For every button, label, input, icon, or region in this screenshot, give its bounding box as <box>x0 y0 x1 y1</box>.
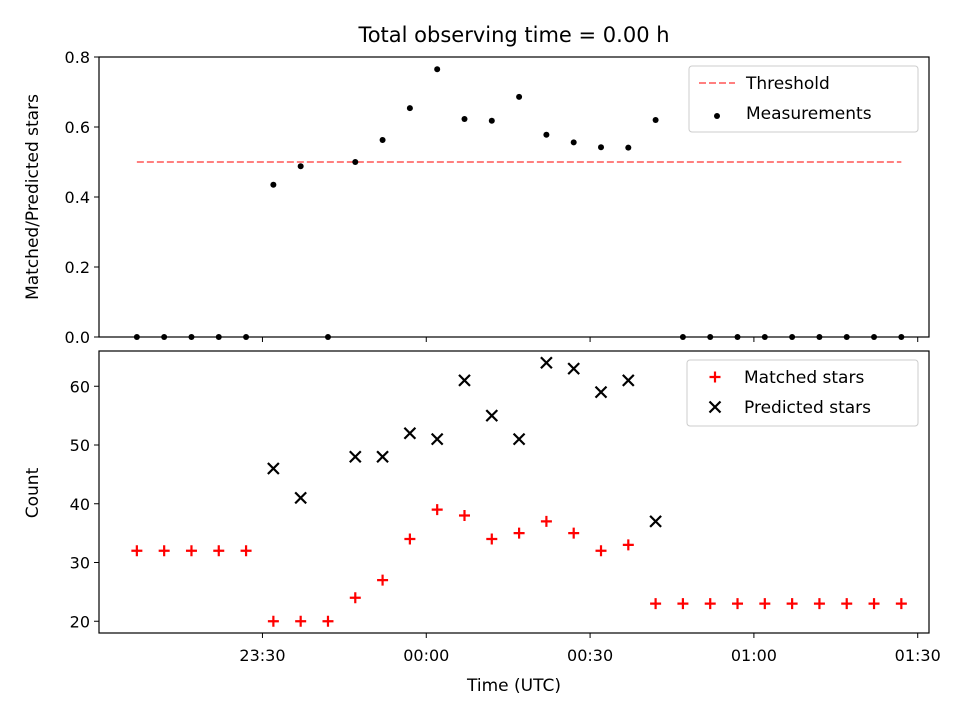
matched-stars-point <box>431 504 443 516</box>
matched-stars-point <box>458 510 470 521</box>
measurement-point <box>461 115 468 122</box>
matched-stars-point <box>295 615 307 627</box>
matched-stars-point <box>595 545 607 557</box>
x-tick-label: 00:30 <box>567 646 613 665</box>
matched-stars-point <box>568 527 580 539</box>
matched-stars-point <box>786 598 798 610</box>
measurement-point <box>488 117 495 124</box>
measurement-point <box>297 163 304 170</box>
x-tick-label: 01:00 <box>731 646 777 665</box>
measurement-point <box>570 139 577 146</box>
predicted-stars-point <box>540 356 553 370</box>
measurement-point <box>406 105 413 112</box>
top-y-axis-label: Matched/Predicted stars <box>23 94 43 300</box>
legend-matched-marker <box>709 371 721 383</box>
top-panel: Matched/Predicted stars 0.0 0.2 0.4 0.6 0.8 T… <box>23 48 930 347</box>
predicted-stars-point <box>403 426 417 440</box>
bottom-legend-box <box>686 359 919 427</box>
legend-predicted-marker <box>708 400 722 414</box>
matched-stars-point <box>240 545 252 557</box>
measurement-point <box>652 117 659 123</box>
top-legend: Threshold Measurements <box>688 65 919 133</box>
bottom-y-tick-label: 30 <box>70 554 90 573</box>
measurement-point <box>352 159 359 165</box>
matched-stars-point <box>185 545 197 557</box>
matched-stars-point <box>813 598 825 610</box>
matched-stars-point <box>131 545 143 557</box>
legend-label: Matched stars <box>744 368 864 388</box>
predicted-stars-point <box>622 374 635 387</box>
matched-stars-point <box>622 539 634 551</box>
top-y-tick-label: 0.4 <box>65 188 90 207</box>
matched-stars-point <box>704 598 716 610</box>
matched-stars-point <box>349 592 361 604</box>
matched-stars-point <box>322 615 334 627</box>
matched-stars-point <box>513 527 525 539</box>
matched-stars-point <box>868 598 880 610</box>
matched-stars-point <box>677 598 689 610</box>
predicted-stars-point <box>594 385 608 399</box>
top-y-tick-label: 0.2 <box>65 258 90 277</box>
predicted-stars-point <box>512 432 526 446</box>
top-legend-box <box>688 65 919 133</box>
predicted-stars-point <box>649 515 662 528</box>
matched-stars-point <box>377 574 389 586</box>
predicted-stars-point <box>294 491 307 505</box>
top-y-tick-label: 0.8 <box>65 48 90 67</box>
matched-stars-point <box>895 598 907 610</box>
predicted-stars-point <box>267 462 280 475</box>
matched-stars-point <box>404 533 416 545</box>
legend-measurements-marker <box>714 113 720 119</box>
measurement-point <box>543 131 550 138</box>
predicted-stars-point <box>430 432 444 446</box>
measurement-point <box>625 144 632 151</box>
matched-stars-point <box>540 515 552 527</box>
measurement-point <box>434 66 441 73</box>
x-tick-label: 00:00 <box>403 646 449 665</box>
predicted-stars-point <box>349 450 362 464</box>
x-tick-label: 01:30 <box>895 646 941 665</box>
measurement-point <box>598 144 605 151</box>
bottom-legend: Matched stars Predicted stars <box>686 359 919 427</box>
predicted-stars-point <box>376 450 389 464</box>
top-axes-frame <box>98 56 930 338</box>
matched-stars-point <box>213 545 225 557</box>
bottom-y-tick-label: 60 <box>70 377 90 396</box>
top-y-tick-label: 0.6 <box>65 118 90 137</box>
bottom-y-axis-label: Count <box>23 467 43 518</box>
measurement-point <box>379 136 386 143</box>
top-y-tick-label: 0.0 <box>65 328 90 347</box>
legend-label: Threshold <box>745 74 830 94</box>
predicted-stars-point <box>485 409 499 422</box>
matched-stars-point <box>759 598 771 610</box>
bottom-y-tick-label: 40 <box>70 495 90 514</box>
matched-stars-point <box>267 615 279 627</box>
measurement-point <box>270 181 277 188</box>
bottom-panel: Count 20 30 40 50 60 23:30 00:00 00:30 01:00 01:3… <box>23 350 941 665</box>
matched-stars-point <box>732 598 744 610</box>
chart-title: Total observing time = 0.00 h <box>357 23 669 47</box>
measurement-point <box>516 93 523 100</box>
predicted-stars-point <box>458 374 471 387</box>
bottom-axes-frame <box>98 350 930 634</box>
bottom-y-tick-label: 20 <box>70 612 90 631</box>
matched-stars-point <box>486 533 498 545</box>
matched-stars-point <box>158 545 170 557</box>
x-tick-label: 23:30 <box>239 646 285 665</box>
x-axis-label: Time (UTC) <box>466 676 561 696</box>
legend-label: Predicted stars <box>744 398 871 418</box>
legend-label: Measurements <box>746 104 872 124</box>
matched-stars-point <box>650 598 662 610</box>
matched-stars-point <box>841 598 853 610</box>
bottom-y-tick-label: 50 <box>70 436 90 455</box>
predicted-stars-point <box>567 362 580 375</box>
